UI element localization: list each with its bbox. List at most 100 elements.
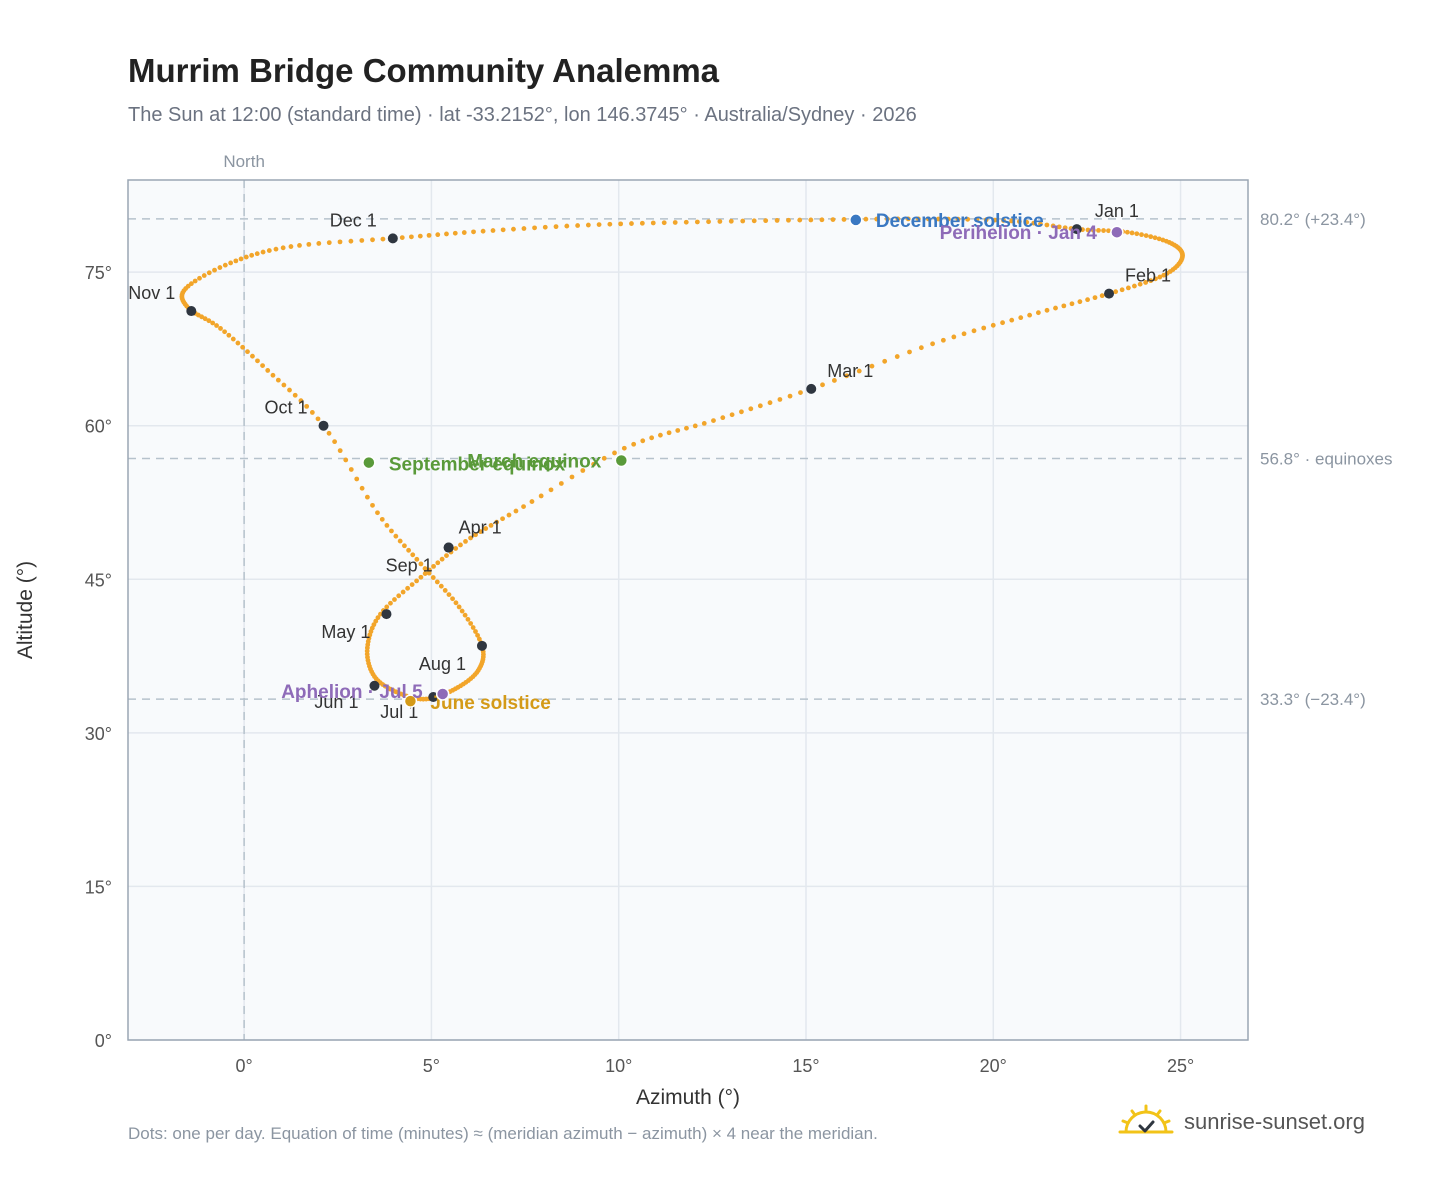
daily-dot [869,363,875,369]
daily-dot [757,403,763,409]
daily-dot [409,582,415,587]
daily-dot [585,222,591,228]
daily-dot [235,340,241,346]
daily-dot [400,589,406,595]
daily-dot [1161,272,1167,278]
daily-dot [831,378,837,383]
y-axis-label: Altitude (°) [14,561,37,659]
daily-dot [874,216,880,222]
y-tick-label: 0° [95,1031,112,1051]
daily-dot [414,578,419,584]
daily-dot [188,281,194,287]
daily-dot [1101,228,1106,233]
daily-dot [500,516,505,522]
daily-dot [500,227,506,233]
daily-dot [1000,320,1005,326]
daily-dot [961,331,967,337]
daily-dot [763,218,769,224]
daily-dot [306,241,312,247]
aphelion-jul-5-marker [435,687,450,701]
daily-dot [465,616,471,622]
daily-dot [1096,227,1101,233]
daily-dot [197,275,202,281]
month-marker [1104,288,1115,299]
daily-dot [463,539,468,544]
daily-dot [1132,283,1137,289]
daily-dot [397,538,403,544]
daily-dot [965,216,971,222]
x-tick-label: 10° [605,1056,632,1076]
daily-dot [275,377,281,383]
daily-dot [830,217,836,223]
daily-dot [774,218,780,223]
daily-dot [1099,293,1105,299]
daily-dot [1085,297,1090,303]
daily-dot [332,439,338,445]
daily-dot [214,323,219,328]
daily-dot [918,345,924,351]
daily-dot [1119,287,1125,293]
daily-dot [444,231,449,237]
month-label: Apr 1 [459,518,502,538]
daily-dot [1069,301,1075,307]
daily-dot [506,512,512,518]
daily-dot [266,248,272,253]
daily-dot [462,612,468,618]
daily-dot [777,397,783,402]
daily-dot [384,604,390,610]
daily-dot [249,252,255,258]
x-tick-label: 25° [1167,1056,1194,1076]
daily-dot [192,278,198,284]
daily-dot [201,273,207,278]
daily-dot [260,249,266,255]
daily-dot [250,353,255,359]
daily-dot [392,597,397,602]
plot-frame [127,179,1249,1041]
daily-dot [580,468,586,473]
daily-dot [692,423,698,429]
daily-dot [255,358,260,364]
month-marker [1071,224,1082,235]
y-tick-label: 75° [85,263,112,283]
daily-dot [1143,233,1149,238]
month-marker [318,420,329,431]
daily-dot [287,387,292,393]
daily-dot [558,481,564,486]
daily-dot [406,547,412,553]
daily-dot [326,430,332,436]
daily-dot [292,392,298,398]
daily-dot [564,223,570,229]
daily-dot [1061,303,1067,309]
daily-dot [379,516,385,522]
daily-dot [591,461,597,467]
daily-dot [375,615,381,621]
daily-dot [1018,315,1024,321]
daily-dot [532,225,537,231]
daily-dot [1113,289,1119,295]
daily-dot [720,415,726,421]
month-label: Aug 1 [419,654,466,674]
daily-dot [233,258,239,264]
daily-dot [711,418,716,423]
page-title: Murrim Bridge Community Analemma [128,52,720,89]
daily-dot [1044,222,1050,228]
daily-dot [405,585,411,591]
daily-dot [453,546,459,551]
daily-dot [820,382,825,388]
brand[interactable]: sunrise-sunset.org [1118,1104,1365,1140]
daily-dot [410,552,416,558]
daily-dot [240,344,246,350]
daily-dot [661,220,667,226]
month-marker [381,609,392,620]
plot-area [128,180,1248,1040]
month-label: Mar 1 [827,361,873,381]
month-label: Dec 1 [330,210,377,230]
daily-dot [974,217,980,222]
june-solstice-label: June solstice [430,693,550,714]
daily-dot [618,221,624,227]
daily-dot [1027,312,1033,318]
daily-dot [884,216,890,222]
daily-dot [672,220,678,225]
daily-dot [1152,235,1158,241]
september-equinox-label: September equinox [389,455,566,476]
